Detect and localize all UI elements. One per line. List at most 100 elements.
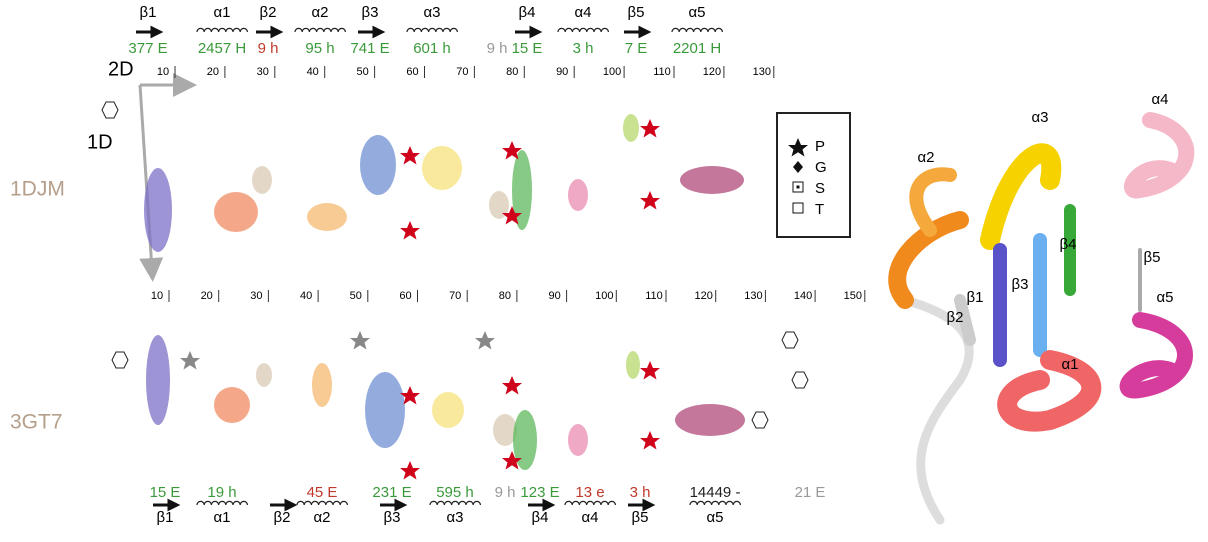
- hca-cluster: [623, 114, 639, 142]
- proline-star: [350, 331, 370, 350]
- ribbon-label: α3: [1031, 109, 1048, 126]
- legend-diamond: [793, 161, 803, 173]
- tick-label: 100: [603, 66, 621, 78]
- sse-name: α3: [423, 4, 440, 21]
- axis-2d-label: 2D: [108, 58, 134, 80]
- tick-label: 80: [499, 290, 511, 302]
- sse-count: 123 E: [520, 484, 559, 501]
- ribbon-label: α2: [917, 149, 934, 166]
- helix-coil: [430, 501, 480, 505]
- ribbon-segment: [1007, 360, 1091, 422]
- tick-label: 70: [449, 290, 461, 302]
- tick-label: 90: [556, 66, 568, 78]
- ribbon-segment: [990, 153, 1051, 240]
- tick-label: 100: [595, 290, 613, 302]
- tick-label: 90: [548, 290, 560, 302]
- tick-label: 140: [794, 290, 812, 302]
- sse-name: α5: [706, 509, 723, 526]
- sse-count: 45 E: [307, 484, 338, 501]
- strand-arrow: [628, 501, 652, 509]
- tick-label: 60: [406, 66, 418, 78]
- helix-coil: [672, 28, 722, 32]
- tick-label: 80: [506, 66, 518, 78]
- legend-label: S: [815, 180, 825, 197]
- helix-coil: [295, 28, 345, 32]
- hexagon: [782, 332, 798, 348]
- tick-label: 130: [744, 290, 762, 302]
- tick-label: 50: [356, 66, 368, 78]
- tick-label: 30: [257, 66, 269, 78]
- ribbon-label: α1: [1061, 356, 1078, 373]
- tick-label: 70: [456, 66, 468, 78]
- helix-coil: [558, 28, 608, 32]
- hca-cluster: [432, 392, 464, 428]
- strand-arrow: [136, 28, 160, 36]
- ribbon-label: β1: [967, 289, 984, 306]
- ribbon-label: β3: [1012, 276, 1029, 293]
- ribbon-segment: [1128, 320, 1185, 390]
- helix-coil: [197, 28, 247, 32]
- sse-count: 95 h: [305, 40, 334, 57]
- tick-label: 150: [844, 290, 862, 302]
- ribbon-label: β2: [947, 309, 964, 326]
- sse-count: 13 e: [575, 484, 604, 501]
- sse-name: α5: [688, 4, 705, 21]
- proline-star: [400, 221, 420, 240]
- hexagon: [752, 412, 768, 428]
- strand-arrow: [270, 501, 294, 509]
- tick-label: 10: [151, 290, 163, 302]
- panel-label: 3GT7: [10, 411, 63, 434]
- sse-count: 9 h: [495, 484, 516, 501]
- sse-name: α1: [213, 4, 230, 21]
- tick-label: 60: [399, 290, 411, 302]
- hexagon: [102, 102, 118, 118]
- sse-name: β3: [384, 509, 401, 526]
- tick-label: 20: [201, 290, 213, 302]
- sse-count: 21 E: [795, 484, 826, 501]
- hca-cluster: [214, 387, 250, 423]
- tick-label: 20: [207, 66, 219, 78]
- proline-star: [502, 376, 522, 395]
- proline-star: [400, 461, 420, 480]
- hca-cluster: [146, 335, 170, 425]
- legend-label: G: [815, 159, 827, 176]
- sse-name: β2: [260, 4, 277, 21]
- tick-label: 10: [157, 66, 169, 78]
- legend-square: [793, 203, 803, 213]
- strand-arrow: [528, 501, 552, 509]
- sse-count: 231 E: [372, 484, 411, 501]
- sse-count: 15 E: [150, 484, 181, 501]
- strand-arrow: [358, 28, 382, 36]
- hca-cluster: [144, 168, 172, 252]
- legend-box: [777, 113, 850, 237]
- legend-label: T: [815, 201, 824, 218]
- sse-name: α3: [446, 509, 463, 526]
- sse-count: 741 E: [350, 40, 389, 57]
- sse-count: 601 h: [413, 40, 451, 57]
- sse-count: 2457 H: [198, 40, 246, 57]
- hca-cluster: [568, 179, 588, 211]
- ribbon-segment: [1132, 120, 1186, 190]
- hca-cluster: [365, 372, 405, 448]
- sse-count: 9 h: [487, 40, 508, 57]
- proline-star: [640, 119, 660, 138]
- strand-arrow: [153, 501, 177, 509]
- hca-cluster: [675, 404, 745, 436]
- proline-star: [640, 361, 660, 380]
- hexagon: [112, 352, 128, 368]
- tick-label: 110: [653, 66, 671, 78]
- sse-name: β4: [532, 509, 549, 526]
- sse-name: α2: [311, 4, 328, 21]
- sse-count: 3 h: [573, 40, 594, 57]
- strand-arrow: [515, 28, 539, 36]
- axis-1d-label: 1D: [87, 131, 113, 153]
- ribbon-segment: [905, 300, 969, 520]
- sse-count: 14449 -: [690, 484, 741, 501]
- hca-cluster: [626, 351, 640, 379]
- hca-cluster: [568, 424, 588, 456]
- strand-arrow: [380, 501, 404, 509]
- sse-name: α1: [213, 509, 230, 526]
- sse-name: β3: [362, 4, 379, 21]
- hca-cluster: [307, 203, 347, 231]
- helix-coil: [407, 28, 457, 32]
